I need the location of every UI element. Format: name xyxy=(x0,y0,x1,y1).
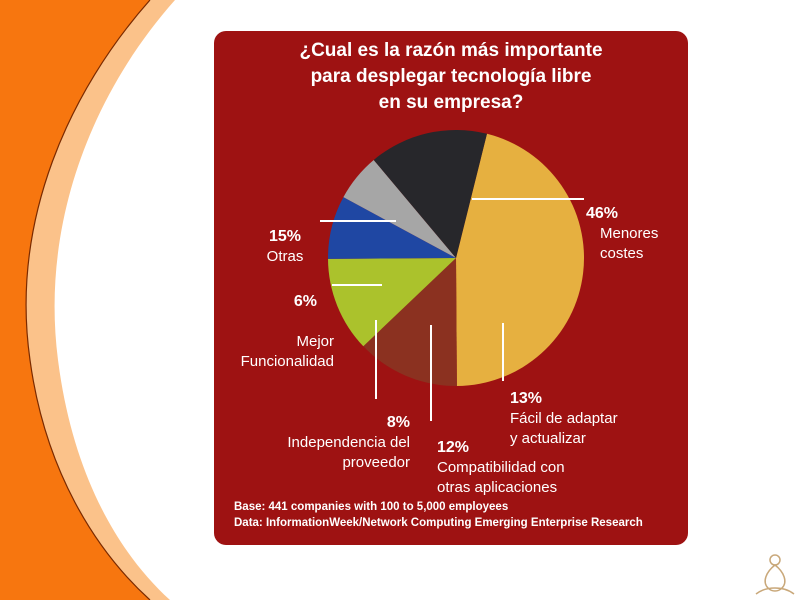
label-menores-costes: 46% Menores costes xyxy=(586,184,658,284)
pie-slice-compatibilidad xyxy=(328,258,456,347)
pct-facil-adaptar: 13% xyxy=(510,390,543,407)
pie-slice-mejor-funcionalidad xyxy=(343,159,456,258)
name-facil-adaptar: Fácil de adaptar y actualizar xyxy=(510,410,618,447)
label-otras: 15% Otras xyxy=(250,207,320,287)
pie-slice-menores-costes xyxy=(456,133,584,386)
pie-slice-facil-adaptar xyxy=(363,258,457,386)
pct-otras: 15% xyxy=(268,228,302,245)
meditation-figure-icon xyxy=(755,554,795,595)
label-mejor-funcionalidad: 6% Mejor Funcionalidad xyxy=(212,272,334,392)
pct-mejor-funcionalidad: 6% xyxy=(293,293,317,310)
name-compatibilidad: Compatibilidad con otras aplicaciones xyxy=(437,459,565,496)
label-facil-adaptar: 13% Fácil de adaptar y actualizar xyxy=(510,369,618,449)
pct-independencia: 8% xyxy=(386,414,410,431)
name-independencia: Independencia del proveedor xyxy=(287,434,410,471)
label-independencia: 8% Independencia del proveedor xyxy=(262,393,410,493)
chart-title: ¿Cual es la razón más importante para de… xyxy=(299,40,603,113)
label-compatibilidad: 12% Compatibilidad con otras aplicacione… xyxy=(437,418,565,518)
footnote-source: Data: InformationWeek/Network Computing … xyxy=(234,517,643,529)
footnote-base: Base: 441 companies with 100 to 5,000 em… xyxy=(234,501,509,513)
pie-slice-independencia xyxy=(328,197,456,259)
name-otras: Otras xyxy=(266,248,304,265)
name-menores-costes: Menores costes xyxy=(600,225,659,262)
pct-compatibilidad: 12% xyxy=(437,439,470,456)
pie-slice-otras xyxy=(373,130,487,258)
name-mejor-funcionalidad: Mejor Funcionalidad xyxy=(240,333,334,370)
pct-menores-costes: 46% xyxy=(586,205,619,222)
pie-chart xyxy=(320,130,584,421)
